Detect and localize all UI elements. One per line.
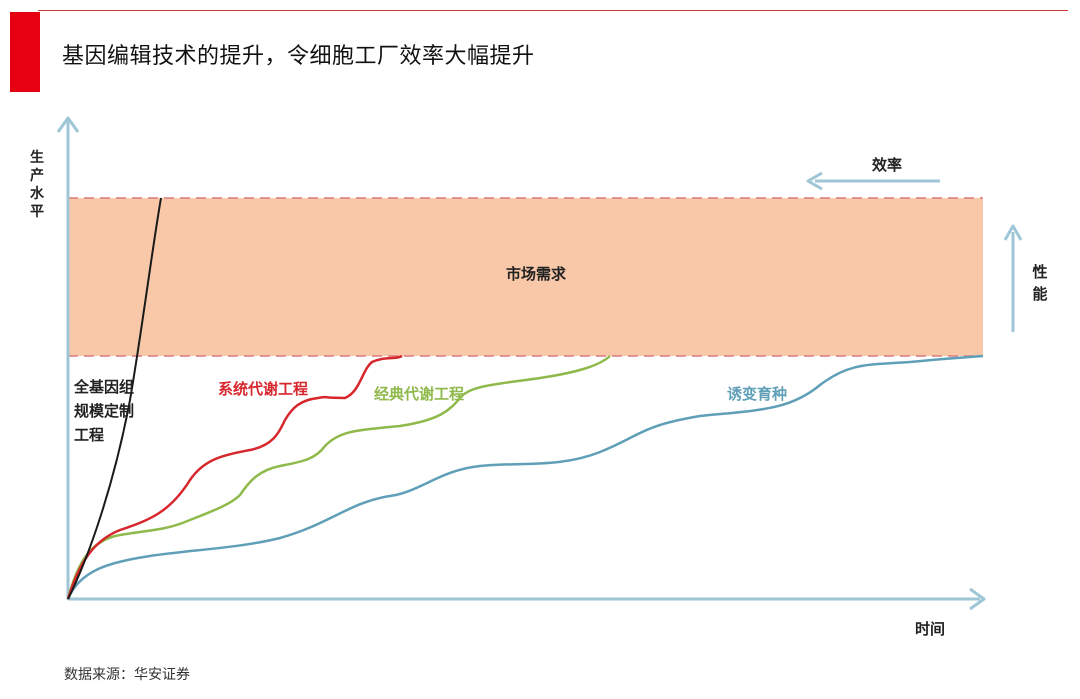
ylab-char: 平: [30, 204, 44, 220]
efficiency-label: 效率: [872, 156, 902, 174]
header-rule: [38, 10, 1068, 11]
y-axis-arrowhead: [56, 116, 80, 133]
curve-genome-scale: [67, 197, 162, 600]
y-axis-label: 生产水平: [30, 149, 45, 220]
ylab-char: 产: [30, 167, 44, 184]
x-axis-label: 时间: [915, 620, 945, 638]
curve-classic-metabolic: [66, 355, 611, 600]
ylab-char: 水: [30, 185, 45, 202]
curve-label-mutation-breeding: 诱变育种: [727, 385, 787, 403]
performance-arrowhead: [1003, 224, 1023, 241]
curve-mutation-breeding: [66, 354, 984, 600]
svg-text:性能: 性能: [1032, 263, 1047, 303]
curve-label-genome-scale: 全基因组 规模定制 工程: [73, 378, 134, 444]
genome-scale-line-3: 工程: [74, 426, 104, 444]
perflab-char: 性: [1032, 263, 1047, 281]
performance-label: 性能: [1032, 263, 1047, 303]
ylab-char: 生: [30, 149, 44, 166]
perflab-char: 能: [1032, 285, 1047, 303]
x-axis-arrowhead: [969, 587, 986, 611]
curve-label-system-metabolic: 系统代谢工程: [218, 380, 308, 398]
source-note: 数据来源：华安证券: [64, 667, 190, 683]
page-title: 基因编辑技术的提升，令细胞工厂效率大幅提升: [62, 44, 535, 69]
market-demand-band: [68, 198, 983, 356]
curve-label-classic-metabolic: 经典代谢工程: [374, 385, 464, 403]
curve-system-metabolic: [66, 354, 403, 600]
genome-scale-line-1: 全基因组: [73, 378, 134, 396]
genome-scale-line-2: 规模定制: [74, 402, 134, 420]
title-accent-bar: [10, 12, 40, 92]
band-label: 市场需求: [506, 265, 567, 283]
svg-text:生产水平: 生产水平: [30, 149, 45, 220]
efficiency-arrowhead: [806, 171, 823, 191]
